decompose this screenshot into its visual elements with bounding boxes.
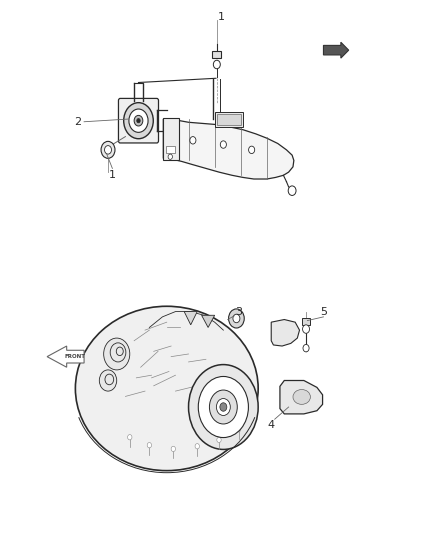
Circle shape <box>249 146 254 154</box>
Text: FRONT: FRONT <box>64 354 85 359</box>
Circle shape <box>229 309 244 328</box>
Circle shape <box>127 434 132 440</box>
Circle shape <box>99 370 117 391</box>
Circle shape <box>104 338 130 370</box>
Circle shape <box>216 399 230 416</box>
Circle shape <box>303 344 309 352</box>
Polygon shape <box>184 312 197 325</box>
Text: 1: 1 <box>109 170 116 180</box>
Circle shape <box>220 403 227 411</box>
Circle shape <box>288 186 296 196</box>
Circle shape <box>147 442 152 448</box>
Circle shape <box>116 347 123 356</box>
Circle shape <box>101 141 115 158</box>
Circle shape <box>213 60 220 69</box>
Circle shape <box>188 365 258 449</box>
Circle shape <box>105 374 114 385</box>
Circle shape <box>137 118 140 123</box>
Text: 2: 2 <box>74 117 81 127</box>
Circle shape <box>198 376 248 438</box>
Text: 3: 3 <box>235 306 242 317</box>
Polygon shape <box>271 319 300 346</box>
Polygon shape <box>163 119 294 179</box>
Bar <box>163 118 179 160</box>
Circle shape <box>217 437 221 442</box>
Circle shape <box>129 109 148 132</box>
Circle shape <box>124 103 153 139</box>
Bar <box>217 114 241 125</box>
Circle shape <box>237 426 241 432</box>
Bar <box>166 146 175 152</box>
Ellipse shape <box>293 390 311 405</box>
Ellipse shape <box>75 306 258 471</box>
Circle shape <box>190 136 196 144</box>
Circle shape <box>105 146 112 154</box>
Circle shape <box>171 446 176 451</box>
Text: 5: 5 <box>320 306 327 317</box>
Circle shape <box>209 390 237 424</box>
Circle shape <box>233 314 240 322</box>
Circle shape <box>110 343 126 362</box>
Text: 1: 1 <box>218 12 225 22</box>
Circle shape <box>168 154 173 159</box>
Bar <box>212 51 221 58</box>
Circle shape <box>195 443 199 449</box>
Text: 4: 4 <box>268 419 275 430</box>
Circle shape <box>303 325 310 333</box>
Polygon shape <box>201 316 215 327</box>
Circle shape <box>220 141 226 148</box>
Polygon shape <box>47 346 84 367</box>
Polygon shape <box>323 42 349 58</box>
Bar <box>215 112 243 127</box>
FancyBboxPatch shape <box>118 99 159 143</box>
Polygon shape <box>280 381 322 414</box>
Bar <box>302 318 311 325</box>
Circle shape <box>134 115 143 126</box>
